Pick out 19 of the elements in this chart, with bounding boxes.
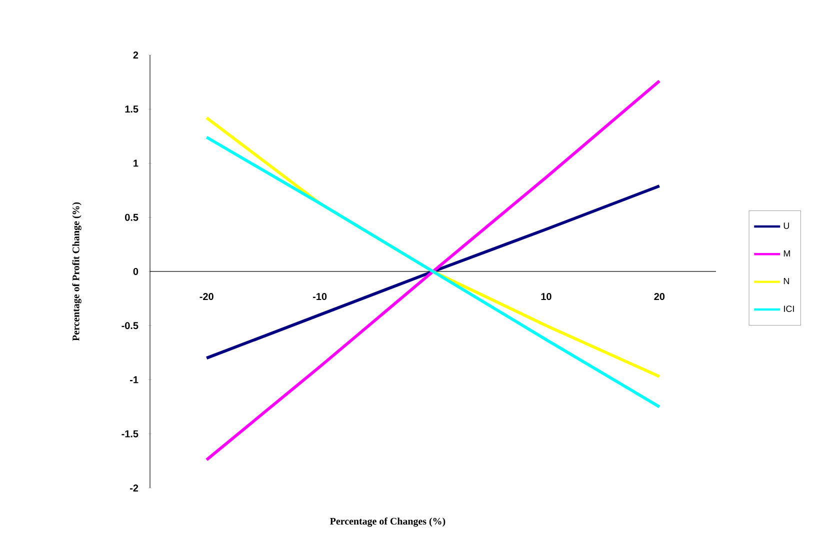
y-tick-label: -1 [130,376,138,384]
x-tick-label: 20 [654,293,665,300]
y-tick-label: 0 [133,268,138,276]
y-tick-label: -2 [130,484,138,492]
legend-label: U [784,222,789,229]
legend-label: ICI [784,306,794,312]
x-axis-title: Percentage of Changes (%) [330,517,446,527]
y-tick-label: 1 [134,160,138,167]
x-tick-label: 10 [541,293,552,300]
y-tick-label: -0.5 [122,322,138,330]
x-tick-label: -10 [313,293,327,300]
y-tick-label: -1.5 [122,430,138,438]
legend-label: N [784,278,789,284]
legend-label: M [784,250,790,256]
y-axis-title: Percentage of Profit Change (%) [72,202,82,341]
y-tick-label: 0.5 [125,214,138,221]
y-tick-label: 1.5 [125,106,138,113]
x-tick-label: -20 [200,293,214,300]
y-tick-label: 2 [133,52,138,58]
